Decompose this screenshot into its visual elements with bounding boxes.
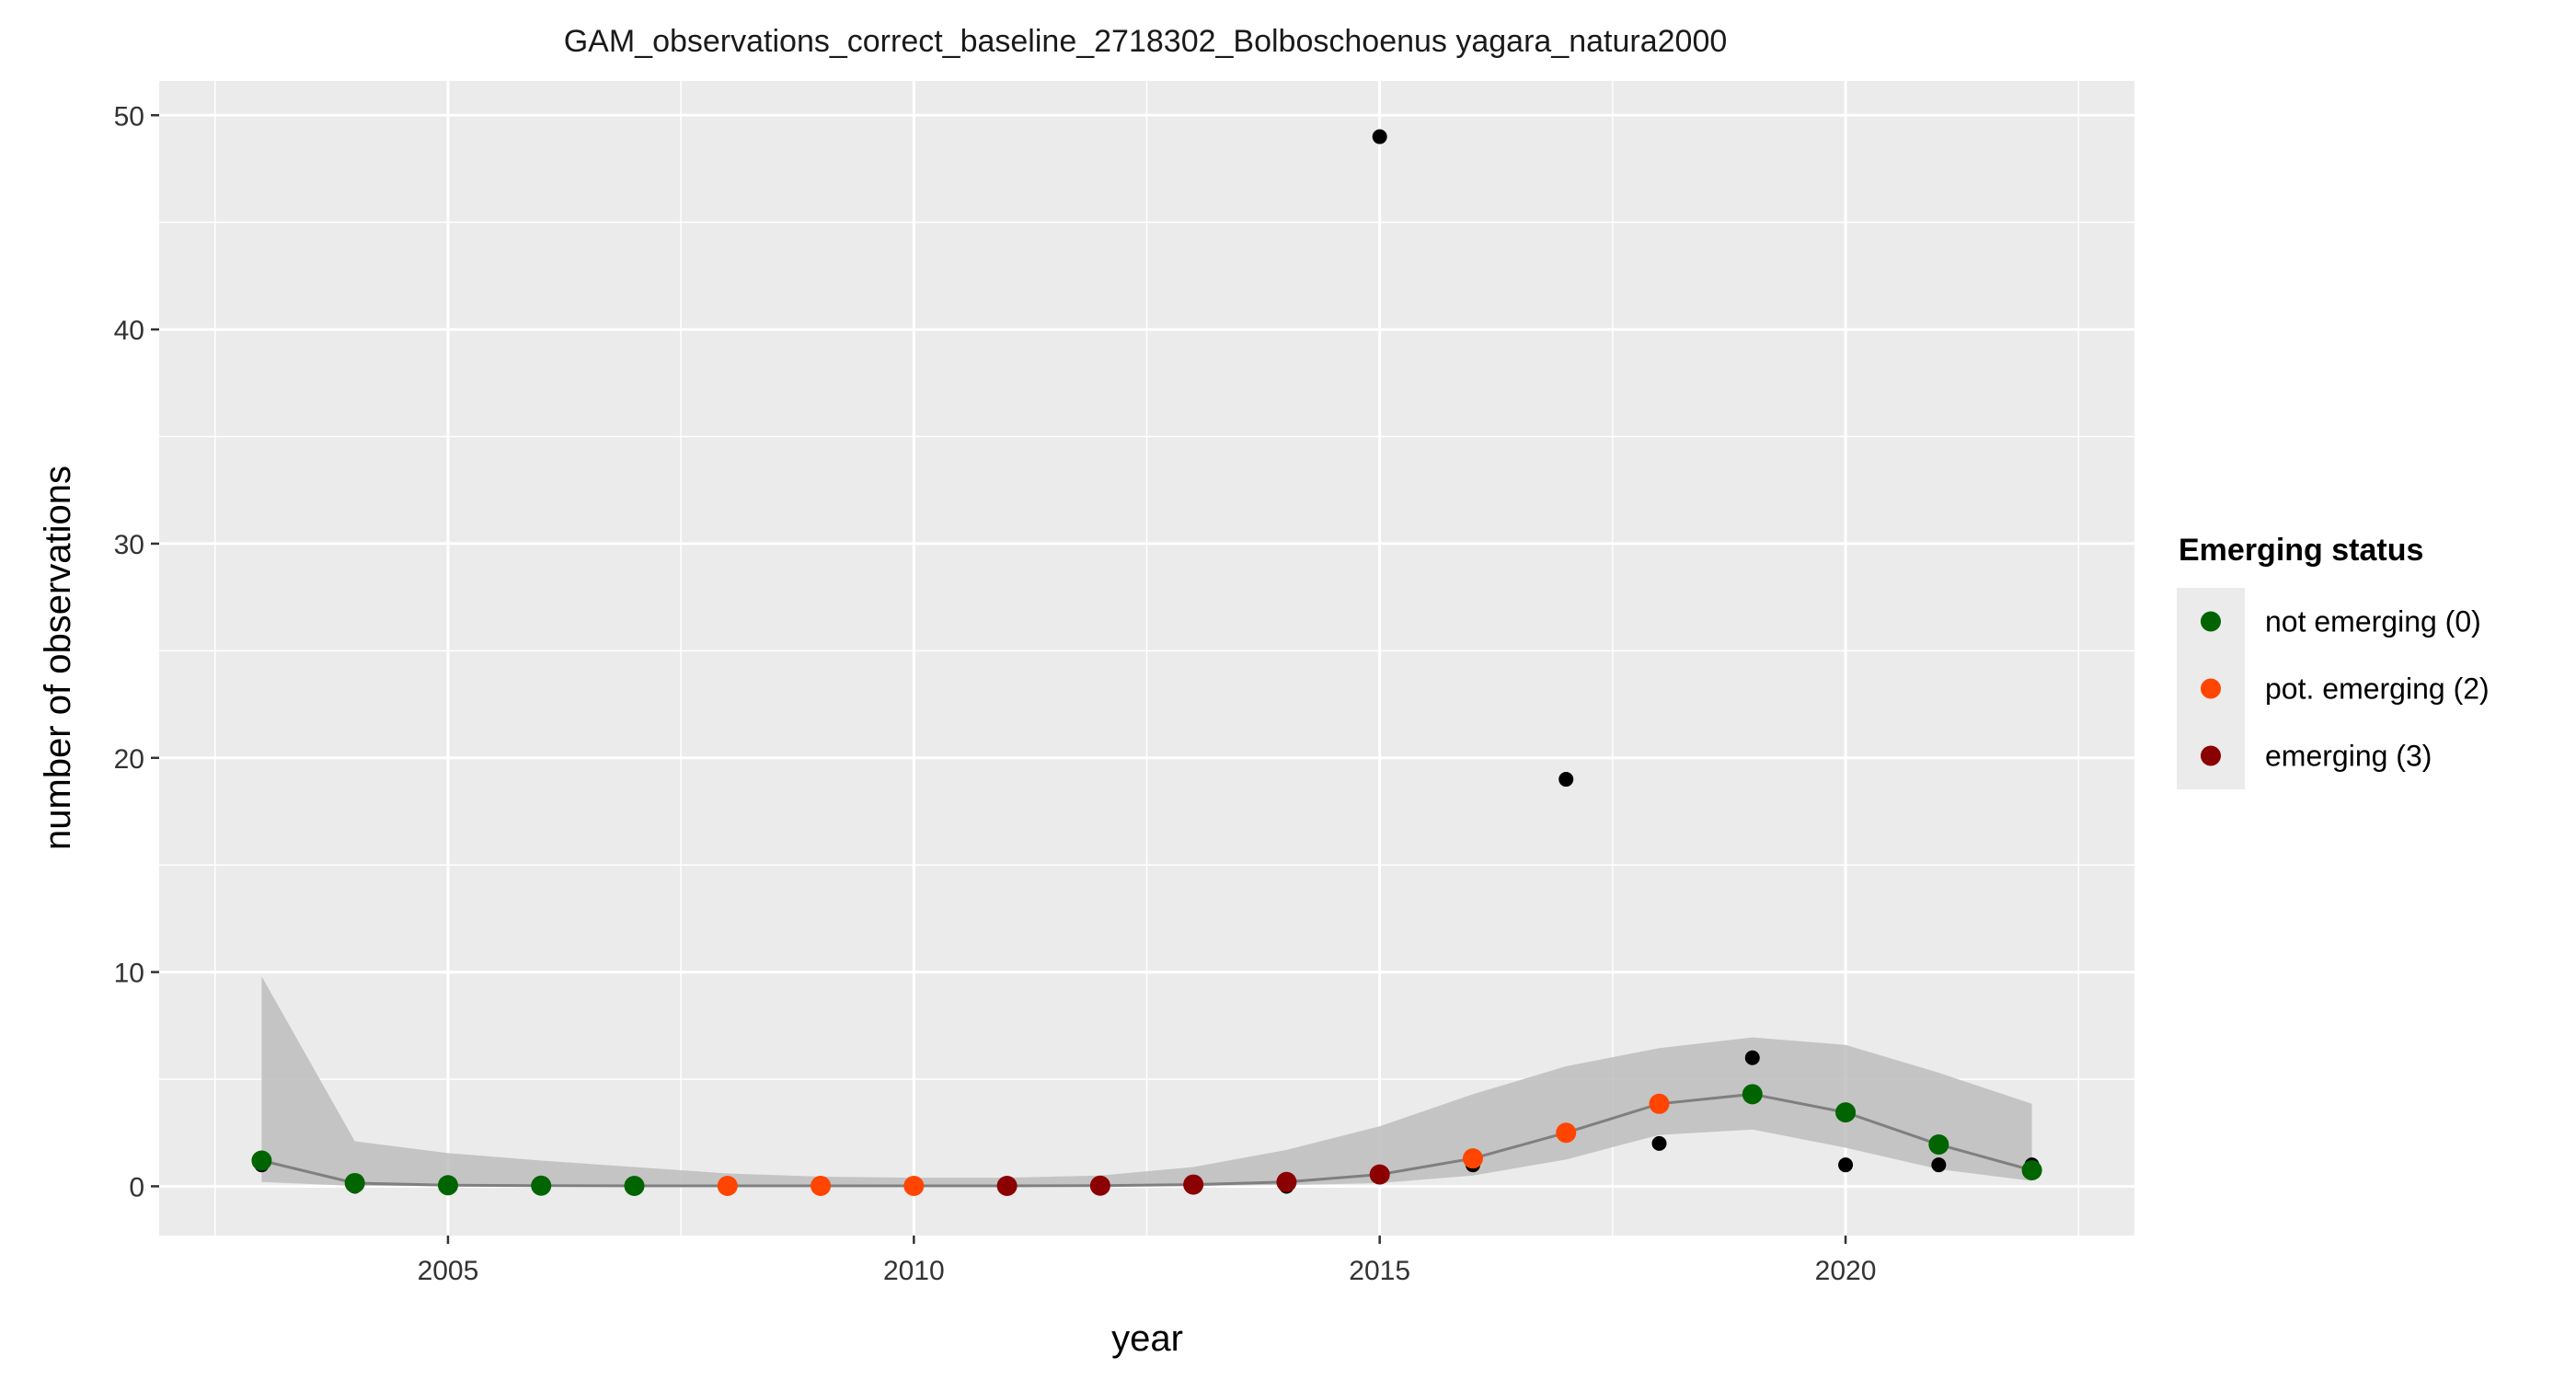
legend-key [2201, 678, 2221, 699]
x-tick-label: 2015 [1349, 1256, 1410, 1286]
fitted-point [1089, 1175, 1110, 1196]
x-axis-title: year [1111, 1318, 1183, 1359]
observed-point [1651, 1135, 1667, 1151]
fitted-point [1742, 1084, 1763, 1105]
fitted-point [344, 1172, 365, 1193]
observed-point [1838, 1157, 1854, 1173]
observed-point [1744, 1050, 1760, 1065]
fitted-point [1183, 1174, 1204, 1195]
observed-point [1931, 1157, 1947, 1173]
grid-minor [159, 81, 2134, 1236]
legend-label: pot. emerging (2) [2265, 673, 2490, 706]
fitted-point [1556, 1122, 1577, 1144]
chart-title: GAM_observations_correct_baseline_271830… [564, 24, 1728, 59]
fitted-point [717, 1175, 738, 1196]
plot-panel [159, 81, 2134, 1236]
y-tick-label: 10 [114, 959, 144, 989]
y-axis: 0 10 20 30 40 50 [114, 101, 159, 1202]
x-tick-label: 2005 [418, 1256, 479, 1286]
legend: Emerging status not emerging (0) pot. eme… [2177, 533, 2490, 789]
fit-line [261, 1092, 2032, 1188]
x-tick-label: 2010 [883, 1256, 945, 1286]
legend-label: emerging (3) [2265, 740, 2432, 773]
fitted-point [811, 1175, 832, 1196]
y-axis-title: number of observations [38, 466, 78, 850]
y-tick-label: 40 [114, 316, 144, 346]
legend-entries: not emerging (0) pot. emerging (2) emergin… [2177, 588, 2490, 789]
y-tick-label: 50 [114, 101, 144, 132]
fitted-point [1369, 1164, 1390, 1185]
confidence-band [261, 976, 2032, 1187]
legend-key [2201, 611, 2221, 632]
fitted-point [1276, 1171, 1297, 1192]
x-tick-label: 2020 [1815, 1256, 1877, 1286]
fitted-point [531, 1175, 552, 1196]
fitted-point [437, 1175, 458, 1196]
y-tick-label: 30 [114, 530, 144, 560]
fitted-point [1928, 1134, 1949, 1156]
observed-point [1558, 772, 1574, 788]
fitted-point [1649, 1093, 1670, 1114]
legend-key [2201, 745, 2221, 766]
x-axis: 2005 2010 2015 2020 [418, 1236, 1877, 1286]
fitted-points [251, 1084, 2042, 1196]
fitted-point [2021, 1159, 2042, 1180]
y-tick-label: 0 [129, 1172, 144, 1202]
fitted-point [251, 1150, 272, 1171]
legend-label: not emerging (0) [2265, 605, 2481, 638]
legend-title: Emerging status [2179, 533, 2423, 568]
fitted-point [996, 1175, 1018, 1196]
fitted-point [903, 1175, 925, 1196]
fitted-point [624, 1175, 645, 1196]
fitted-point [1462, 1148, 1483, 1169]
observed-point [1372, 129, 1387, 144]
fitted-point [1835, 1102, 1857, 1123]
y-tick-label: 20 [114, 744, 144, 775]
